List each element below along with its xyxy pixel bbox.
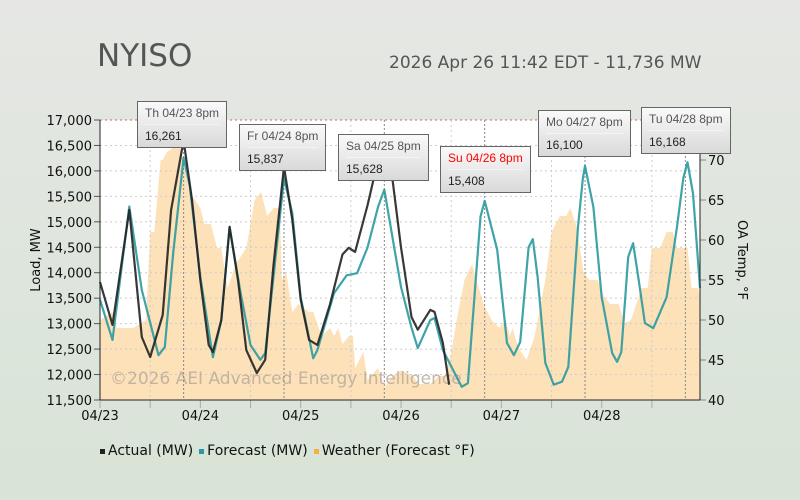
tooltip-value: 16,168 bbox=[649, 135, 686, 149]
legend-item-actual[interactable]: Actual (MW) bbox=[100, 443, 193, 459]
weather-area-layer bbox=[100, 144, 700, 400]
peak-tooltip: Fr 04/24 8pm 15,837 bbox=[239, 124, 327, 171]
peak-tooltip: Su 04/26 8pm 15,408 bbox=[440, 146, 531, 193]
x-tick-label: 04/26 bbox=[382, 409, 419, 424]
legend-item-weather[interactable]: Weather (Forecast °F) bbox=[313, 443, 475, 459]
peak-tooltip: Sa 04/25 8pm 15,628 bbox=[338, 134, 429, 181]
page-title: NYISO bbox=[97, 38, 193, 74]
y2-tick-label: 70 bbox=[708, 154, 725, 169]
tooltip-date: Th 04/23 8pm bbox=[145, 102, 220, 125]
tooltip-value: 16,261 bbox=[145, 129, 182, 143]
y-tick-label: 12,000 bbox=[47, 369, 93, 384]
tooltip-value: 15,628 bbox=[346, 162, 383, 176]
y2-tick-label: 55 bbox=[708, 274, 725, 289]
y-tick-label: 15,500 bbox=[47, 190, 93, 205]
y2-tick-label: 60 bbox=[708, 234, 725, 249]
y2-tick-label: 45 bbox=[708, 354, 725, 369]
peak-tooltip: Mo 04/27 8pm 16,100 bbox=[538, 110, 631, 157]
x-tick-label: 04/24 bbox=[182, 409, 219, 424]
x-tick-label: 04/27 bbox=[483, 409, 520, 424]
axes: 11,500 12,000 12,500 13,000 13,500 14,000 14,5… bbox=[47, 114, 725, 424]
y-tick-label: 17,000 bbox=[47, 114, 93, 129]
tooltip-value: 15,408 bbox=[448, 174, 485, 188]
tooltip-date: Mo 04/27 8pm bbox=[546, 111, 623, 134]
y-tick-label: 11,500 bbox=[47, 394, 93, 409]
tooltip-date: Tu 04/28 8pm bbox=[649, 108, 723, 131]
x-tick-label: 04/23 bbox=[81, 409, 118, 424]
y-tick-label: 14,000 bbox=[47, 267, 93, 282]
y-axis-label: Load, MW bbox=[29, 228, 44, 292]
y-tick-label: 12,500 bbox=[47, 343, 93, 358]
y2-tick-label: 65 bbox=[708, 194, 725, 209]
current-load-status: 2026 Apr 26 11:42 EDT - 11,736 MW bbox=[389, 53, 702, 73]
peak-tooltip: Th 04/23 8pm 16,261 bbox=[137, 101, 228, 148]
y-tick-label: 14,500 bbox=[47, 241, 93, 256]
y2-axis-label: OA Temp, °F bbox=[734, 220, 749, 300]
peak-tooltip: Tu 04/28 8pm 16,168 bbox=[641, 107, 731, 154]
y-tick-label: 15,000 bbox=[47, 216, 93, 231]
watermark: ©2026 AEI Advanced Energy Intelligence bbox=[110, 369, 462, 389]
y-tick-label: 16,500 bbox=[47, 139, 93, 154]
y2-tick-label: 50 bbox=[708, 314, 725, 329]
tooltip-date: Fr 04/24 8pm bbox=[247, 125, 319, 148]
tooltip-value: 16,100 bbox=[546, 138, 583, 152]
tooltip-date: Sa 04/25 8pm bbox=[346, 135, 421, 158]
tooltip-date: Su 04/26 8pm bbox=[448, 147, 523, 170]
legend-item-forecast[interactable]: Forecast (MW) bbox=[199, 443, 308, 459]
peak-markers bbox=[183, 120, 686, 400]
y2-tick-label: 40 bbox=[708, 394, 725, 409]
y-tick-label: 13,500 bbox=[47, 292, 93, 307]
y-tick-label: 16,000 bbox=[47, 165, 93, 180]
x-tick-label: 04/25 bbox=[282, 409, 319, 424]
y-tick-label: 13,000 bbox=[47, 318, 93, 333]
weather-area bbox=[100, 144, 700, 400]
legend: Actual (MW) Forecast (MW) Weather (Forec… bbox=[100, 443, 475, 459]
tooltip-value: 15,837 bbox=[247, 152, 284, 166]
x-tick-label: 04/28 bbox=[583, 409, 620, 424]
